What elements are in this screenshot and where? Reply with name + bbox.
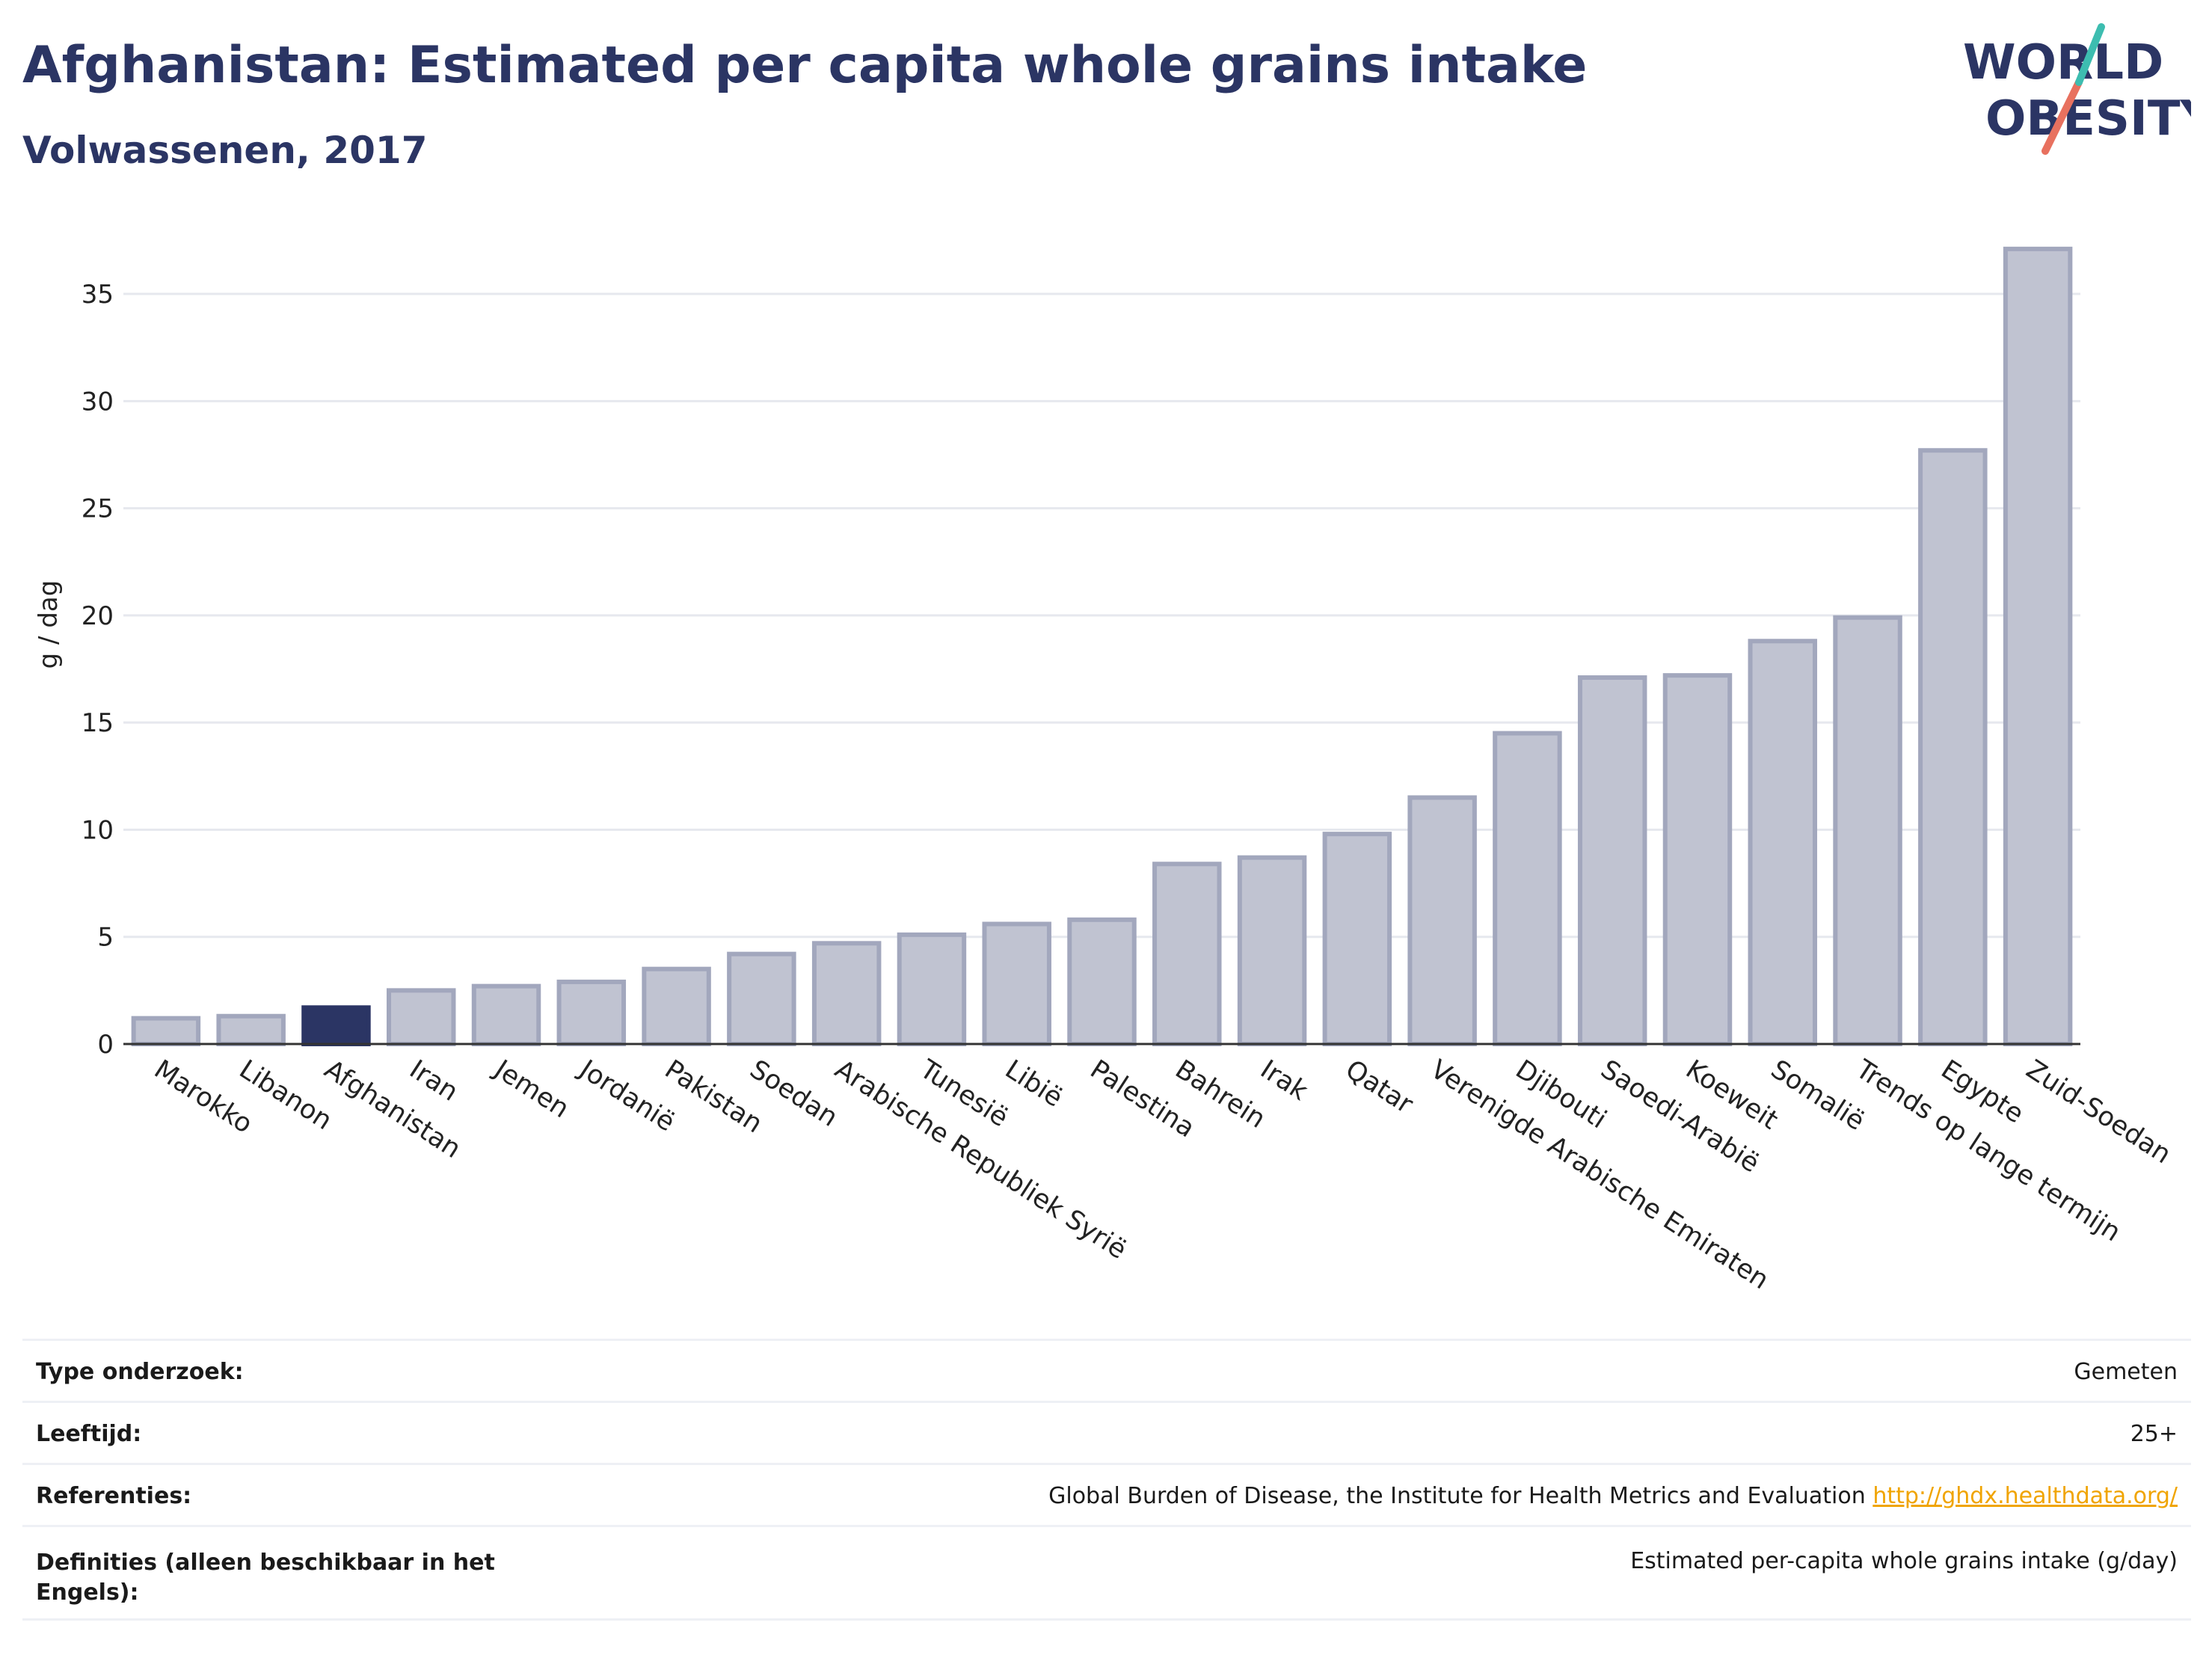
info-row-references: Referenties: Global Burden of Disease, t… — [22, 1465, 2191, 1527]
logo-slash-teal — [2075, 23, 2105, 86]
world-obesity-logo: WORLD OBESITY — [1963, 23, 2191, 155]
x-tick-label: Qatar — [1340, 1054, 1419, 1120]
logo-slash-coral — [2042, 79, 2083, 155]
chart-subtitle: Volwassenen, 2017 — [22, 129, 428, 172]
bar — [1833, 615, 1902, 1046]
bar — [727, 951, 796, 1046]
info-label: Referenties: — [36, 1483, 192, 1509]
info-value-references: Global Burden of Disease, the Institute … — [1048, 1483, 2178, 1509]
logo-line1: WORLD — [1963, 35, 2163, 90]
x-tick-label: Zuid-Soedan — [2021, 1054, 2176, 1170]
y-tick-label: 30 — [82, 387, 114, 417]
x-tick-label: Jemen — [488, 1054, 574, 1124]
y-tick-label: 15 — [82, 708, 114, 738]
bar — [1918, 448, 1988, 1046]
bar — [897, 932, 967, 1047]
info-row-type: Type onderzoek: Gemeten — [22, 1341, 2191, 1403]
x-tick-label: Somalië — [1766, 1054, 1870, 1137]
y-tick-label: 35 — [82, 280, 114, 310]
y-tick-label: 20 — [82, 601, 114, 631]
bar — [1662, 673, 1733, 1046]
bar — [1152, 862, 1222, 1046]
bar — [1493, 731, 1562, 1046]
y-tick-label: 5 — [97, 923, 114, 953]
bar — [556, 979, 627, 1046]
chart-title: Afghanistan: Estimated per capita whole … — [22, 36, 1588, 95]
bars-layer — [123, 246, 2080, 1047]
info-value: Gemeten — [2074, 1359, 2178, 1385]
x-tick-label: Libië — [1000, 1054, 1068, 1114]
y-tick-label: 10 — [82, 815, 114, 845]
y-tick-labels: 0 5 10 15 20 25 30 35 — [82, 280, 114, 1060]
x-tick-label: Irak — [1255, 1054, 1313, 1107]
bar — [1067, 917, 1137, 1046]
y-tick-label: 0 — [97, 1030, 114, 1060]
info-value: Estimated per-capita whole grains intake… — [1630, 1548, 2178, 1574]
logo-line2: OBESITY — [1985, 91, 2191, 147]
bar — [471, 983, 541, 1046]
bar — [1748, 639, 1817, 1046]
info-label: Type onderzoek: — [36, 1359, 244, 1385]
info-label: Leeftijd: — [36, 1421, 142, 1447]
info-value: 25+ — [2130, 1421, 2178, 1447]
info-row-age: Leeftijd: 25+ — [22, 1403, 2191, 1465]
bar — [387, 988, 456, 1047]
info-label: Definities (alleen beschikbaar in het En… — [36, 1550, 495, 1606]
bar — [1577, 675, 1647, 1047]
reference-link[interactable]: http://ghdx.healthdata.org/ — [1872, 1483, 2178, 1509]
info-table: Type onderzoek: Gemeten Leeftijd: 25+ Re… — [22, 1339, 2191, 1621]
x-tick-label: Jordanië — [573, 1054, 680, 1137]
bar — [811, 941, 882, 1047]
bar — [1407, 795, 1477, 1047]
x-tick-label: Iran — [404, 1054, 463, 1108]
bar — [982, 921, 1051, 1046]
bar — [1322, 832, 1392, 1046]
bar — [216, 1013, 286, 1047]
bar — [642, 966, 711, 1047]
bar-highlight — [301, 1005, 371, 1046]
bar — [1237, 855, 1307, 1047]
y-axis-label: g / dag — [34, 580, 64, 669]
bar — [2003, 246, 2073, 1046]
x-tick-label: Pakistan — [660, 1054, 768, 1139]
bar — [131, 1016, 201, 1047]
y-tick-label: 25 — [82, 494, 114, 524]
reference-text: Global Burden of Disease, the Institute … — [1048, 1483, 1866, 1509]
info-row-definitions: Definities (alleen beschikbaar in het En… — [22, 1527, 2191, 1621]
